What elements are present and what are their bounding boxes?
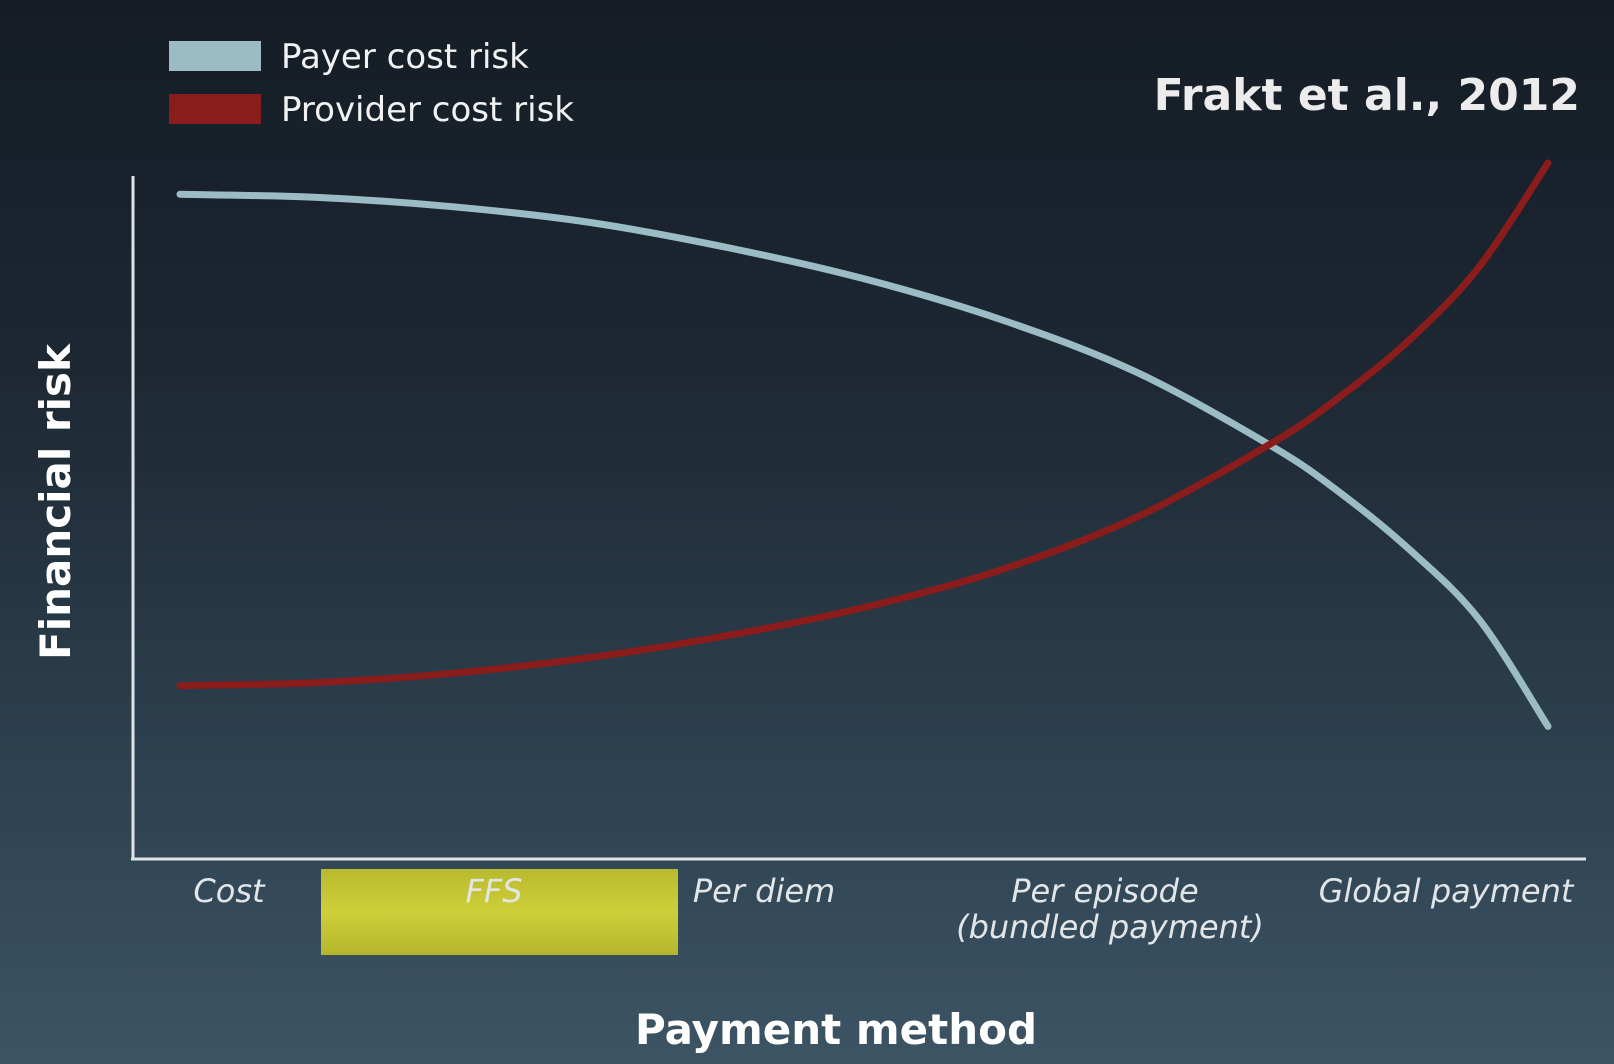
citation-text: Frakt et al., 2012 <box>1154 70 1580 121</box>
tick-label-ffs: FFS <box>465 872 522 910</box>
ffs-highlight-box <box>321 869 678 955</box>
legend-label-provider: Provider cost risk <box>281 90 574 130</box>
tick-label-per-episode: Per episode (bundled payment) <box>956 872 1264 946</box>
x-tick-labels: Cost FFS Per diem Per episode (bundled p… <box>193 872 1574 946</box>
tick-label-cost: Cost <box>193 872 266 910</box>
legend-swatch-payer <box>169 41 261 71</box>
x-axis-label: Payment method <box>635 1005 1037 1054</box>
legend: Payer cost risk Provider cost risk <box>169 37 574 130</box>
tick-label-global-payment: Global payment <box>1319 872 1575 910</box>
provider-cost-risk-line <box>176 159 1552 690</box>
legend-label-payer: Payer cost risk <box>281 37 529 77</box>
payer-cost-risk-line <box>176 190 1552 730</box>
tick-label-per-diem: Per diem <box>693 872 835 910</box>
y-axis-label: Financial risk <box>31 343 80 660</box>
legend-swatch-provider <box>169 94 261 124</box>
